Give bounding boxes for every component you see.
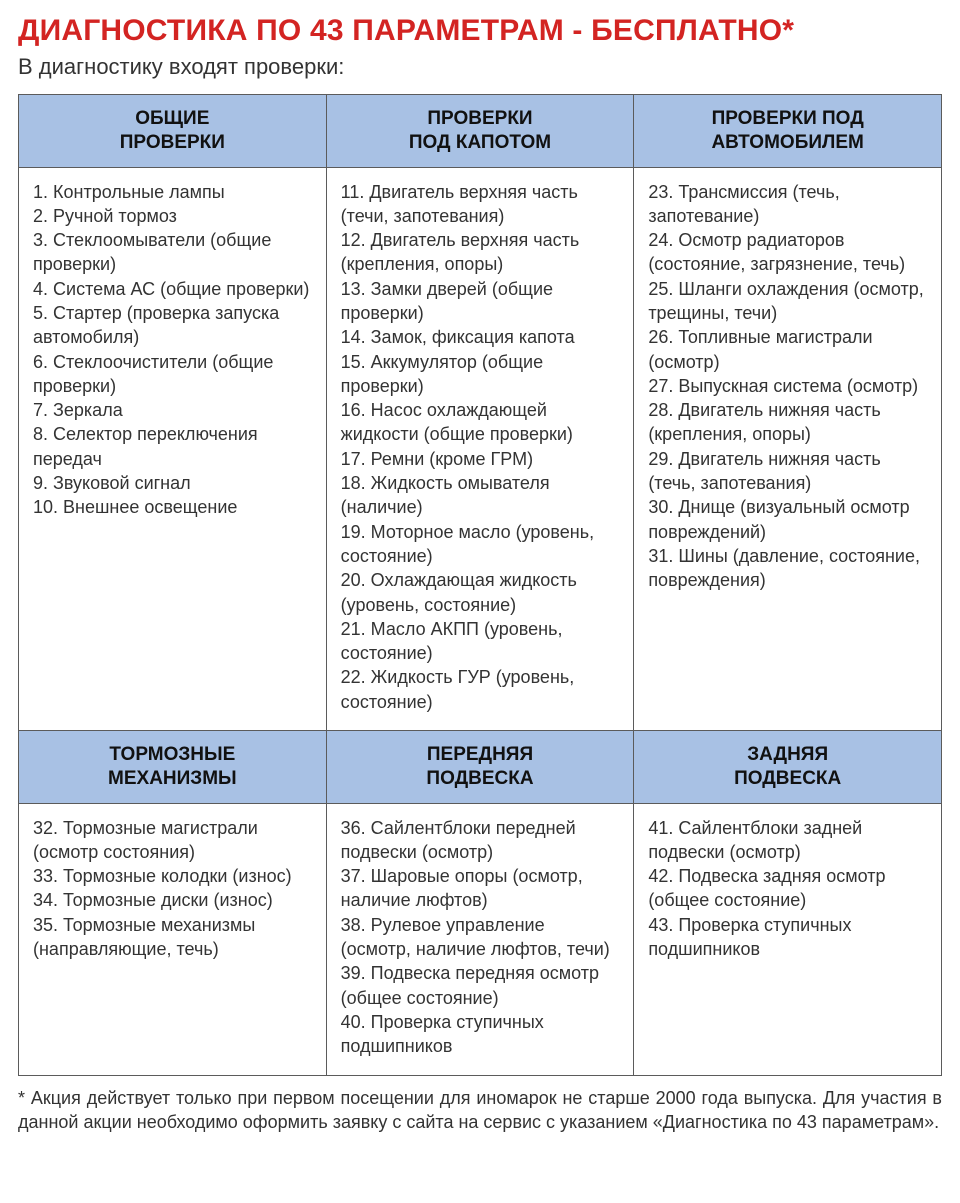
check-item: 6. Стеклоочистители (общие проверки) bbox=[33, 350, 312, 399]
cell-underhood: 11. Двигатель верхняя часть (течи, запот… bbox=[326, 167, 634, 731]
check-item: 26. Топливные магистрали (осмотр) bbox=[648, 325, 927, 374]
check-item: 14. Замок, фиксация капота bbox=[341, 325, 620, 349]
check-item: 4. Система АС (общие проверки) bbox=[33, 277, 312, 301]
header-line: ПОДВЕСКА bbox=[734, 768, 841, 789]
check-item: 30. Днище (визуальный осмотр повреждений… bbox=[648, 495, 927, 544]
check-item: 5. Стартер (проверка запуска автомобиля) bbox=[33, 301, 312, 350]
header-line: ЗАДНЯЯ bbox=[747, 744, 828, 765]
check-item: 42. Подвеска задняя осмотр (общее состоя… bbox=[648, 864, 927, 913]
check-item: 43. Проверка ступичных подшипников bbox=[648, 913, 927, 962]
col-header-undercar: ПРОВЕРКИ ПОД АВТОМОБИЛЕМ bbox=[634, 95, 942, 168]
page-title: ДИАГНОСТИКА ПО 43 ПАРАМЕТРАМ - БЕСПЛАТНО… bbox=[18, 14, 942, 48]
check-item: 7. Зеркала bbox=[33, 398, 312, 422]
check-item: 18. Жидкость омывателя (наличие) bbox=[341, 471, 620, 520]
header-line: ПРОВЕРКИ ПОД bbox=[712, 108, 864, 129]
check-item: 37. Шаровые опоры (осмотр, наличие люфто… bbox=[341, 864, 620, 913]
check-item: 38. Рулевое управление (осмотр, наличие … bbox=[341, 913, 620, 962]
check-item: 20. Охлаждающая жидкость (уровень, состо… bbox=[341, 568, 620, 617]
check-item: 11. Двигатель верхняя часть (течи, запот… bbox=[341, 180, 620, 229]
header-line: ПЕРЕДНЯЯ bbox=[427, 744, 533, 765]
header-line: ОБЩИЕ bbox=[135, 108, 209, 129]
check-item: 33. Тормозные колодки (износ) bbox=[33, 864, 312, 888]
col-header-underhood: ПРОВЕРКИ ПОД КАПОТОМ bbox=[326, 95, 634, 168]
footnote-text: * Акция действует только при первом посе… bbox=[18, 1086, 942, 1135]
cell-rear-suspension: 41. Сайлентблоки задней подвески (осмотр… bbox=[634, 803, 942, 1075]
check-item: 16. Насос охлаждающей жидкости (общие пр… bbox=[341, 398, 620, 447]
check-item: 40. Проверка ступичных подшипников bbox=[341, 1010, 620, 1059]
check-item: 22. Жидкость ГУР (уровень, состояние) bbox=[341, 665, 620, 714]
header-line: МЕХАНИЗМЫ bbox=[108, 768, 237, 789]
check-item: 36. Сайлентблоки передней подвески (осмо… bbox=[341, 816, 620, 865]
check-item: 32. Тормозные магистрали (осмотр состоян… bbox=[33, 816, 312, 865]
col-header-general: ОБЩИЕ ПРОВЕРКИ bbox=[19, 95, 327, 168]
header-line: ПРОВЕРКИ bbox=[120, 132, 225, 153]
check-item: 39. Подвеска передняя осмотр (общее сост… bbox=[341, 961, 620, 1010]
check-item: 34. Тормозные диски (износ) bbox=[33, 888, 312, 912]
check-item: 8. Селектор переключения передач bbox=[33, 422, 312, 471]
check-item: 25. Шланги охлаждения (осмотр, трещины, … bbox=[648, 277, 927, 326]
check-item: 28. Двигатель нижняя часть (крепления, о… bbox=[648, 398, 927, 447]
check-item: 17. Ремни (кроме ГРМ) bbox=[341, 447, 620, 471]
check-item: 2. Ручной тормоз bbox=[33, 204, 312, 228]
header-line: ПОД КАПОТОМ bbox=[409, 132, 551, 153]
page-subtitle: В диагностику входят проверки: bbox=[18, 54, 942, 80]
header-line: ПОДВЕСКА bbox=[426, 768, 533, 789]
check-item: 19. Моторное масло (уровень, состояние) bbox=[341, 520, 620, 569]
check-item: 10. Внешнее освещение bbox=[33, 495, 312, 519]
check-item: 1. Контрольные лампы bbox=[33, 180, 312, 204]
cell-brakes: 32. Тормозные магистрали (осмотр состоян… bbox=[19, 803, 327, 1075]
check-item: 35. Тормозные механизмы (направляющие, т… bbox=[33, 913, 312, 962]
check-item: 23. Трансмиссия (течь, запотевание) bbox=[648, 180, 927, 229]
check-item: 27. Выпускная система (осмотр) bbox=[648, 374, 927, 398]
check-item: 13. Замки дверей (общие проверки) bbox=[341, 277, 620, 326]
check-item: 9. Звуковой сигнал bbox=[33, 471, 312, 495]
check-item: 31. Шины (давление, состояние, поврежден… bbox=[648, 544, 927, 593]
check-item: 41. Сайлентблоки задней подвески (осмотр… bbox=[648, 816, 927, 865]
diagnostics-table: ОБЩИЕ ПРОВЕРКИ ПРОВЕРКИ ПОД КАПОТОМ ПРОВ… bbox=[18, 94, 942, 1076]
check-item: 3. Стеклоомыватели (общие проверки) bbox=[33, 228, 312, 277]
col-header-brakes: ТОРМОЗНЫЕ МЕХАНИЗМЫ bbox=[19, 731, 327, 804]
check-item: 21. Масло АКПП (уровень, состояние) bbox=[341, 617, 620, 666]
check-item: 15. Аккумулятор (общие проверки) bbox=[341, 350, 620, 399]
header-line: АВТОМОБИЛЕМ bbox=[711, 132, 863, 153]
header-line: ТОРМОЗНЫЕ bbox=[109, 744, 235, 765]
check-item: 24. Осмотр радиаторов (состояние, загряз… bbox=[648, 228, 927, 277]
cell-general: 1. Контрольные лампы 2. Ручной тормоз 3.… bbox=[19, 167, 327, 731]
col-header-rear-suspension: ЗАДНЯЯ ПОДВЕСКА bbox=[634, 731, 942, 804]
check-item: 29. Двигатель нижняя часть (течь, запоте… bbox=[648, 447, 927, 496]
col-header-front-suspension: ПЕРЕДНЯЯ ПОДВЕСКА bbox=[326, 731, 634, 804]
cell-undercar: 23. Трансмиссия (течь, запотевание) 24. … bbox=[634, 167, 942, 731]
header-line: ПРОВЕРКИ bbox=[427, 108, 532, 129]
check-item: 12. Двигатель верхняя часть (крепления, … bbox=[341, 228, 620, 277]
cell-front-suspension: 36. Сайлентблоки передней подвески (осмо… bbox=[326, 803, 634, 1075]
